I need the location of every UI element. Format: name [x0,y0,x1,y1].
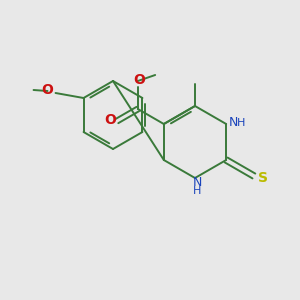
Text: N: N [229,116,238,128]
Text: H: H [193,186,201,196]
Text: N: N [192,176,202,190]
Text: O: O [42,83,53,97]
Text: O: O [133,73,145,87]
Text: O: O [104,113,116,127]
Text: S: S [258,171,268,185]
Text: H: H [237,118,245,128]
